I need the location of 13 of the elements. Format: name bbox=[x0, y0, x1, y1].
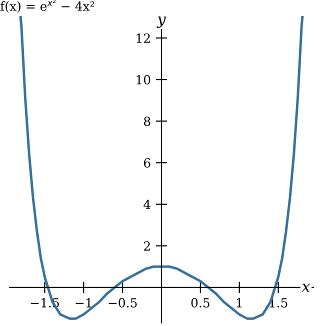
y-tick-label: 6 bbox=[144, 158, 150, 168]
y-tick-label: 8 bbox=[144, 116, 150, 126]
x-tick-label: 0.5 bbox=[191, 298, 210, 308]
y-tick-label: 4 bbox=[144, 200, 150, 210]
y-axis-title: y bbox=[156, 16, 166, 28]
x-tick-label: −0.5 bbox=[108, 298, 137, 308]
y-tick-label: 2 bbox=[144, 241, 150, 251]
x-tick-label: −1 bbox=[76, 298, 92, 308]
line-series bbox=[19, 16, 304, 320]
x-axis-title: x bbox=[302, 284, 310, 292]
x-tick-label: 1 bbox=[236, 298, 242, 308]
y-tick-label: 10 bbox=[136, 75, 150, 84]
y-tick-label: 12 bbox=[136, 33, 150, 43]
